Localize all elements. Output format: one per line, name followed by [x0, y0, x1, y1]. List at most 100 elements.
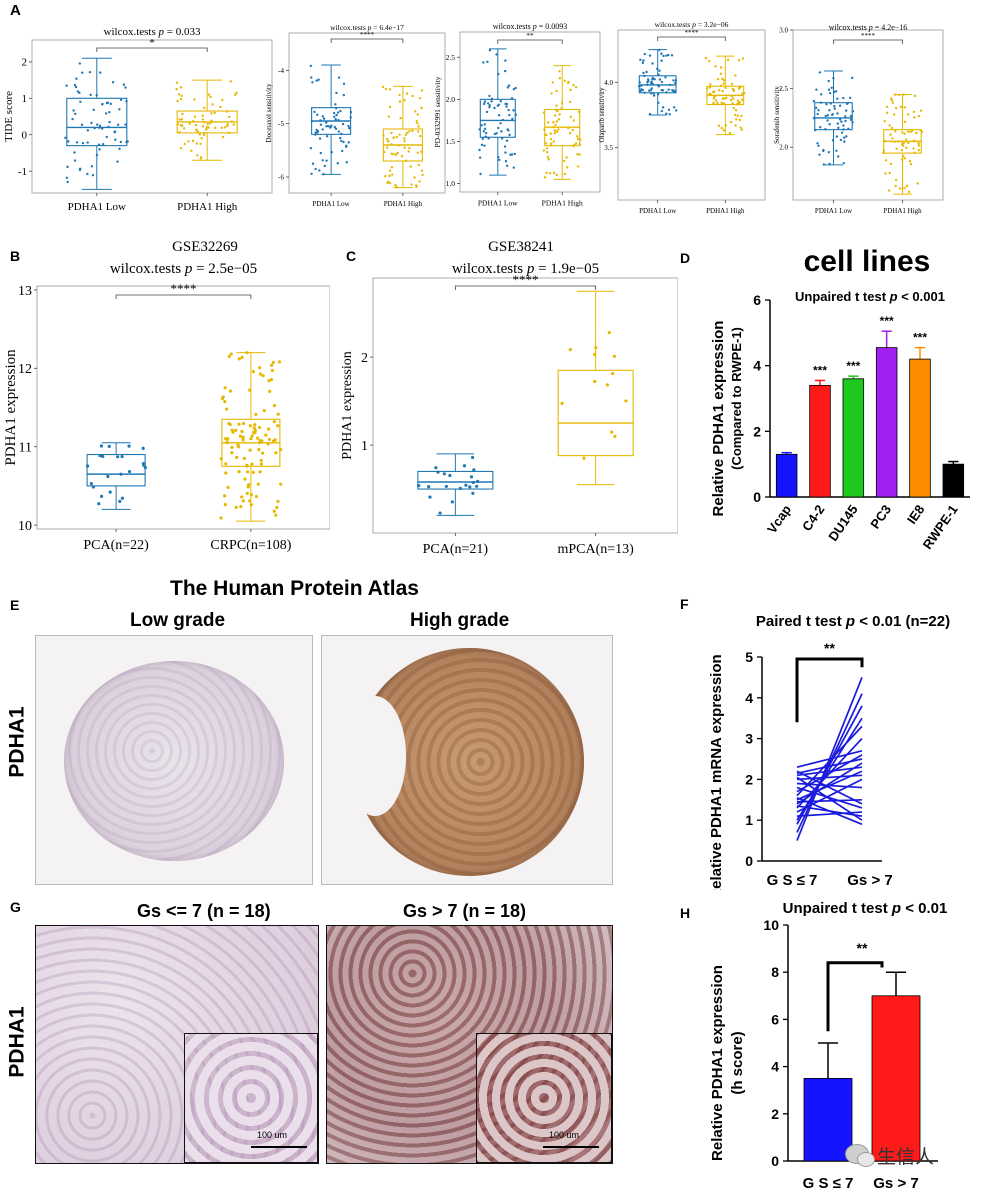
data-point — [480, 124, 483, 127]
data-point — [251, 470, 256, 475]
data-point — [674, 109, 678, 112]
data-point — [643, 74, 646, 78]
data-point — [565, 156, 568, 159]
data-point — [909, 130, 912, 134]
stat-label: wilcox.tests — [110, 261, 185, 277]
data-point — [95, 94, 98, 97]
data-point — [724, 124, 728, 127]
data-point — [476, 479, 480, 484]
y-tick-label: 0 — [753, 489, 761, 505]
data-point — [416, 113, 419, 116]
data-point — [576, 137, 580, 141]
data-point — [919, 109, 923, 112]
low-grade-tissue-image — [35, 635, 313, 885]
data-point — [713, 90, 716, 93]
significance-bracket — [115, 294, 252, 299]
y-axis-label: Relative PDHA1 expression — [709, 965, 726, 1161]
data-point — [230, 120, 234, 123]
data-point — [905, 138, 908, 141]
significance-bracket — [826, 961, 884, 1032]
data-point — [342, 93, 346, 97]
data-point — [901, 144, 905, 147]
data-point — [653, 78, 656, 81]
data-point — [201, 118, 205, 121]
data-point — [647, 89, 651, 92]
data-point — [114, 138, 117, 141]
data-point — [670, 54, 674, 57]
data-point — [851, 110, 855, 113]
data-point — [202, 133, 206, 137]
data-point — [851, 121, 854, 124]
data-point — [639, 84, 643, 87]
data-point — [893, 140, 896, 143]
data-point — [643, 91, 646, 94]
data-point — [882, 151, 885, 155]
data-point — [410, 183, 413, 186]
data-point — [842, 124, 845, 127]
data-point — [574, 86, 578, 89]
data-point — [195, 142, 198, 145]
data-point — [450, 500, 454, 504]
data-point — [822, 163, 826, 166]
data-point — [223, 503, 227, 507]
data-point — [327, 124, 330, 128]
data-point — [310, 119, 314, 123]
box — [417, 470, 494, 490]
y-tick-label: 2.5 — [446, 53, 456, 62]
data-point — [902, 155, 905, 158]
data-point — [392, 152, 395, 156]
data-point — [913, 151, 916, 154]
data-point — [311, 162, 315, 165]
data-point — [553, 132, 557, 135]
data-point — [613, 434, 617, 438]
data-point — [512, 88, 516, 91]
data-point — [78, 167, 82, 170]
data-point — [830, 113, 834, 117]
data-point — [500, 137, 504, 140]
data-point — [885, 111, 889, 115]
y-tick-label: 1.5 — [446, 137, 456, 146]
panel-c: C GSE38241 1 2 PCA(n=21) mPCA(n=13) **** PDHA1… — [333, 228, 678, 563]
x-tick-label: PCA(n=21) — [423, 542, 489, 557]
data-point — [273, 438, 277, 442]
data-point — [571, 128, 575, 132]
data-point — [892, 113, 896, 116]
data-point — [345, 144, 348, 148]
data-point — [420, 169, 424, 172]
stat-p: p — [158, 26, 165, 38]
data-point — [741, 92, 744, 95]
data-point — [236, 443, 240, 447]
significance-bracket — [96, 47, 208, 52]
data-point — [175, 81, 179, 84]
x-tick-label: DU145 — [825, 502, 860, 544]
data-point — [578, 153, 581, 156]
data-point — [342, 140, 345, 144]
data-point — [572, 144, 575, 148]
data-point — [428, 495, 432, 499]
significance-stars: **** — [861, 32, 876, 40]
stat-p: p — [532, 22, 537, 31]
data-point — [249, 437, 253, 441]
data-point — [739, 126, 742, 129]
data-point — [72, 109, 75, 112]
data-point — [484, 131, 488, 135]
data-point — [514, 86, 517, 90]
data-point — [906, 130, 910, 133]
data-point — [612, 354, 616, 359]
paired-line — [796, 796, 863, 826]
data-point — [116, 160, 119, 163]
data-point — [662, 54, 665, 58]
data-point — [221, 98, 224, 102]
data-point — [176, 123, 179, 126]
data-point — [889, 133, 892, 136]
data-point — [486, 102, 490, 105]
plot-frame — [36, 285, 330, 530]
y-tick-label: 0 — [771, 1153, 779, 1169]
panel-letter-e: E — [10, 597, 20, 613]
data-point — [75, 141, 79, 144]
paired-line — [796, 778, 863, 813]
y-tick-label: 10 — [763, 917, 779, 933]
data-point — [819, 93, 823, 96]
data-point — [483, 100, 487, 103]
x-tick-label: PDHA1 Low — [815, 207, 853, 215]
